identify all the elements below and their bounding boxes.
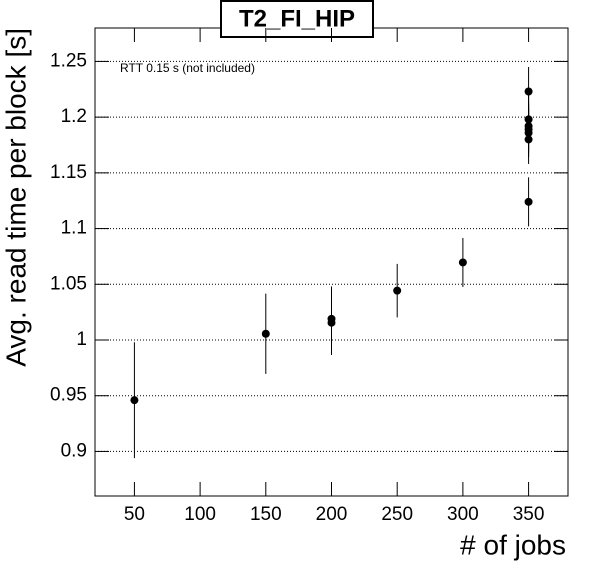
x-tick-label: 300 xyxy=(447,504,479,525)
data-point xyxy=(327,318,336,327)
y-tick-label: 1.1 xyxy=(61,218,87,239)
y-tick-label: 1 xyxy=(76,329,87,350)
x-tick-label: 150 xyxy=(250,504,282,525)
x-tick-label: 50 xyxy=(124,504,145,525)
x-tick-label: 200 xyxy=(316,504,348,525)
y-tick-label: 1.2 xyxy=(61,106,87,127)
y-tick-label: 1.25 xyxy=(50,50,87,71)
data-point xyxy=(130,396,139,405)
data-point xyxy=(524,197,533,206)
data-point xyxy=(524,87,533,96)
y-tick-label: 1.15 xyxy=(50,162,87,183)
data-point xyxy=(524,135,533,144)
y-tick-label: 1.05 xyxy=(50,273,87,294)
data-point xyxy=(458,258,467,267)
plot-frame xyxy=(94,27,569,497)
y-axis-label: Avg. read time per block [s] xyxy=(0,28,31,367)
y-tick-label: 0.95 xyxy=(50,385,87,406)
data-point xyxy=(393,286,402,295)
x-tick-label: 350 xyxy=(513,504,545,525)
title-box xyxy=(220,0,374,38)
data-point xyxy=(261,329,270,338)
annotation: RTT 0.15 s (not included) xyxy=(120,61,255,75)
y-tick-label: 0.9 xyxy=(61,440,87,461)
x-tick-label: 250 xyxy=(381,504,413,525)
chart-title: T2_FI_HIP xyxy=(239,5,355,32)
x-axis-label: # of jobs xyxy=(460,529,566,560)
x-tick-label: 100 xyxy=(184,504,216,525)
